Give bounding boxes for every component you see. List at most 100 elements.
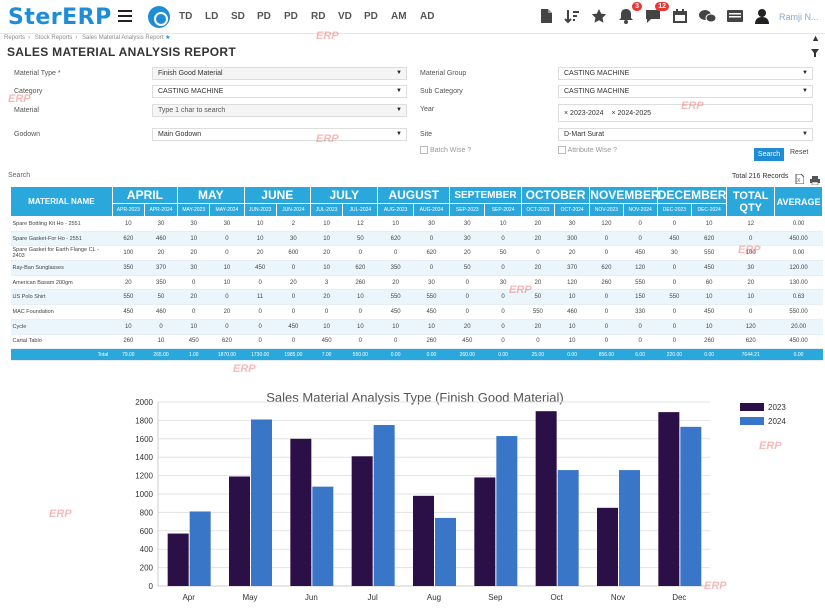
nav-ad[interactable]: AD	[420, 11, 435, 22]
qty-cell: 550	[657, 289, 692, 306]
qty-cell: 350	[144, 275, 178, 291]
chat-icon[interactable]: 12	[645, 2, 669, 24]
app-logo[interactable]: SterERP	[8, 5, 112, 30]
year-chip-2024[interactable]: × 2024-2025	[611, 110, 652, 117]
breadcrumb-reports[interactable]: Reports	[4, 35, 26, 41]
table-search-label[interactable]: Search	[8, 172, 31, 179]
table-row[interactable]: Cartal Tablo 260 10 450 620 0 0 450 0 0 260 450 0 0 10…	[10, 334, 823, 350]
qty-cell: 0	[342, 304, 378, 320]
site-select[interactable]: D-Mart Surat ▼	[558, 128, 813, 141]
nav-am[interactable]: AM	[391, 11, 407, 22]
qty-cell: 0	[310, 304, 343, 320]
qty-cell: 60	[691, 275, 727, 291]
table-row[interactable]: American Basam 200gm 20 350 0 10 0 20 3 260 20 30 0…	[10, 275, 823, 291]
total-cell: 0.00	[484, 348, 522, 362]
table-row[interactable]: MAC Foundation 450 460 0 20 0 0 0 0 450 450 0 0 550 46…	[10, 304, 823, 320]
y-tick-label: 1600	[135, 435, 153, 444]
table-row[interactable]: Ray-Ban Sunglasses 350 370 30 10 450 0 10 620 350…	[10, 260, 823, 276]
watermark: ERP	[316, 30, 339, 42]
category-select[interactable]: CASTING MACHINE ▼	[152, 85, 407, 98]
qty-cell: 0	[589, 334, 624, 350]
attribute-wise-checkbox[interactable]	[558, 146, 566, 154]
bell-icon[interactable]: 3	[618, 2, 642, 24]
qty-cell: 0	[657, 319, 692, 335]
material-group-select[interactable]: CASTING MACHINE ▼	[558, 67, 813, 80]
table-row[interactable]: Spare Bottling Kit Ho - 2551 10 30 30 30 10 2 1…	[10, 216, 823, 232]
nav-pd-2[interactable]: PD	[284, 11, 298, 22]
total-records: Total 216 Records	[732, 173, 789, 180]
year-chip-2024-label: 2024-2025	[617, 110, 652, 117]
nav-vd[interactable]: VD	[338, 11, 352, 22]
sub-category-label: Sub Category	[420, 88, 463, 95]
nav-pd-1[interactable]: PD	[257, 11, 271, 22]
table-row[interactable]: Cycle 10 0 10 0 0 450 10 10 10 10 20 0 20 10 0 0 0 10 120 20…	[10, 319, 823, 335]
document-icon[interactable]	[538, 8, 554, 24]
x-tick-label: Nov	[611, 593, 625, 602]
qty-cell: 0	[209, 289, 245, 306]
godown-select[interactable]: Main Godown ▼	[152, 128, 407, 141]
qty-cell: 10	[144, 334, 178, 350]
qty-cell: 0	[342, 334, 378, 350]
nav-sd[interactable]: SD	[231, 11, 245, 22]
breadcrumb-stock-reports[interactable]: Stock Reports	[34, 35, 73, 41]
qty-cell: 0	[413, 231, 450, 247]
site-label: Site	[420, 131, 433, 138]
qty-cell: 20	[521, 275, 555, 291]
print-icon[interactable]	[810, 172, 820, 190]
qty-cell: 10	[484, 216, 522, 232]
user-avatar-icon[interactable]	[754, 8, 770, 24]
filter-icon[interactable]	[811, 49, 820, 59]
user-name[interactable]: Ramji N...	[779, 12, 819, 22]
qty-cell: 450	[177, 334, 210, 350]
col-total-qty[interactable]: TOTAL QTY	[726, 186, 776, 217]
qty-cell: 10	[112, 319, 145, 335]
col-material-name[interactable]: MATERIAL NAME	[10, 186, 113, 217]
nav-rd[interactable]: RD	[311, 11, 326, 22]
batch-wise-checkbox[interactable]	[420, 146, 428, 154]
reset-button[interactable]: Reset	[790, 149, 809, 156]
table-row[interactable]: Spare Gasket-For Ho - 2551 620 460 10 0 10 30 1…	[10, 231, 823, 247]
batch-wise-toggle[interactable]: Batch Wise ?	[420, 146, 471, 154]
qty-cell: 260	[413, 334, 450, 350]
totals-row: Total 79.00 265.00 1.00 1870.00 1730.00 1985.0…	[10, 348, 823, 362]
nav-ld[interactable]: LD	[205, 11, 219, 22]
average-cell: 120.00	[774, 260, 823, 276]
star-icon[interactable]	[591, 8, 607, 24]
year-chip-2023[interactable]: × 2023-2024	[564, 110, 604, 117]
table-row[interactable]: US Polo Shirt 550 50 20 0 11 0 20 10 550 550 0 0 50 10…	[10, 289, 823, 306]
menu-icon[interactable]	[118, 10, 132, 22]
table-row[interactable]: Spare Gasket for Earth Flange CL - 2403 1…	[10, 245, 823, 262]
sub-category-select[interactable]: CASTING MACHINE ▼	[558, 85, 813, 98]
col-average[interactable]: AVERAGE	[774, 186, 823, 217]
qty-cell: 0	[484, 260, 522, 276]
year-chip-2023-label: 2023-2024	[570, 110, 604, 117]
page-title: SALES MATERIAL ANALYSIS REPORT	[7, 45, 237, 59]
year-multiselect[interactable]: × 2023-2024 × 2024-2025	[558, 104, 813, 122]
x-tick-label: Aug	[427, 593, 441, 602]
bar-2023-jun	[290, 438, 312, 586]
total-qty-cell: 10	[726, 289, 775, 306]
qty-cell: 620	[209, 334, 245, 350]
sub-header: JUN-2024	[275, 203, 312, 217]
qty-cell: 10	[377, 216, 414, 232]
nav-td[interactable]: TD	[179, 11, 193, 22]
nav-pd-3[interactable]: PD	[364, 11, 378, 22]
qty-cell: 0	[623, 216, 658, 232]
bar-2024-jun	[312, 486, 334, 586]
sort-icon[interactable]	[564, 8, 580, 24]
dashboard-icon[interactable]	[148, 6, 170, 28]
qty-cell: 0	[521, 245, 555, 262]
favorite-star-icon[interactable]: ★	[165, 35, 171, 41]
material-search-input[interactable]: Type 1 char to search ▼	[152, 104, 407, 117]
calendar-icon[interactable]	[672, 8, 688, 24]
material-type-select[interactable]: Finish Good Material ▼	[152, 67, 407, 80]
sub-header: OCT-2023	[520, 203, 555, 217]
qty-cell: 10	[691, 289, 727, 306]
wechat-icon[interactable]	[699, 8, 717, 24]
qty-cell: 10	[691, 216, 727, 232]
bar-2023-dec	[658, 412, 680, 586]
id-card-icon[interactable]	[727, 8, 743, 24]
attribute-wise-toggle[interactable]: Attribute Wise ?	[558, 146, 617, 154]
search-button[interactable]: Search	[754, 148, 784, 161]
collapse-icon[interactable]: ▲	[811, 33, 820, 43]
